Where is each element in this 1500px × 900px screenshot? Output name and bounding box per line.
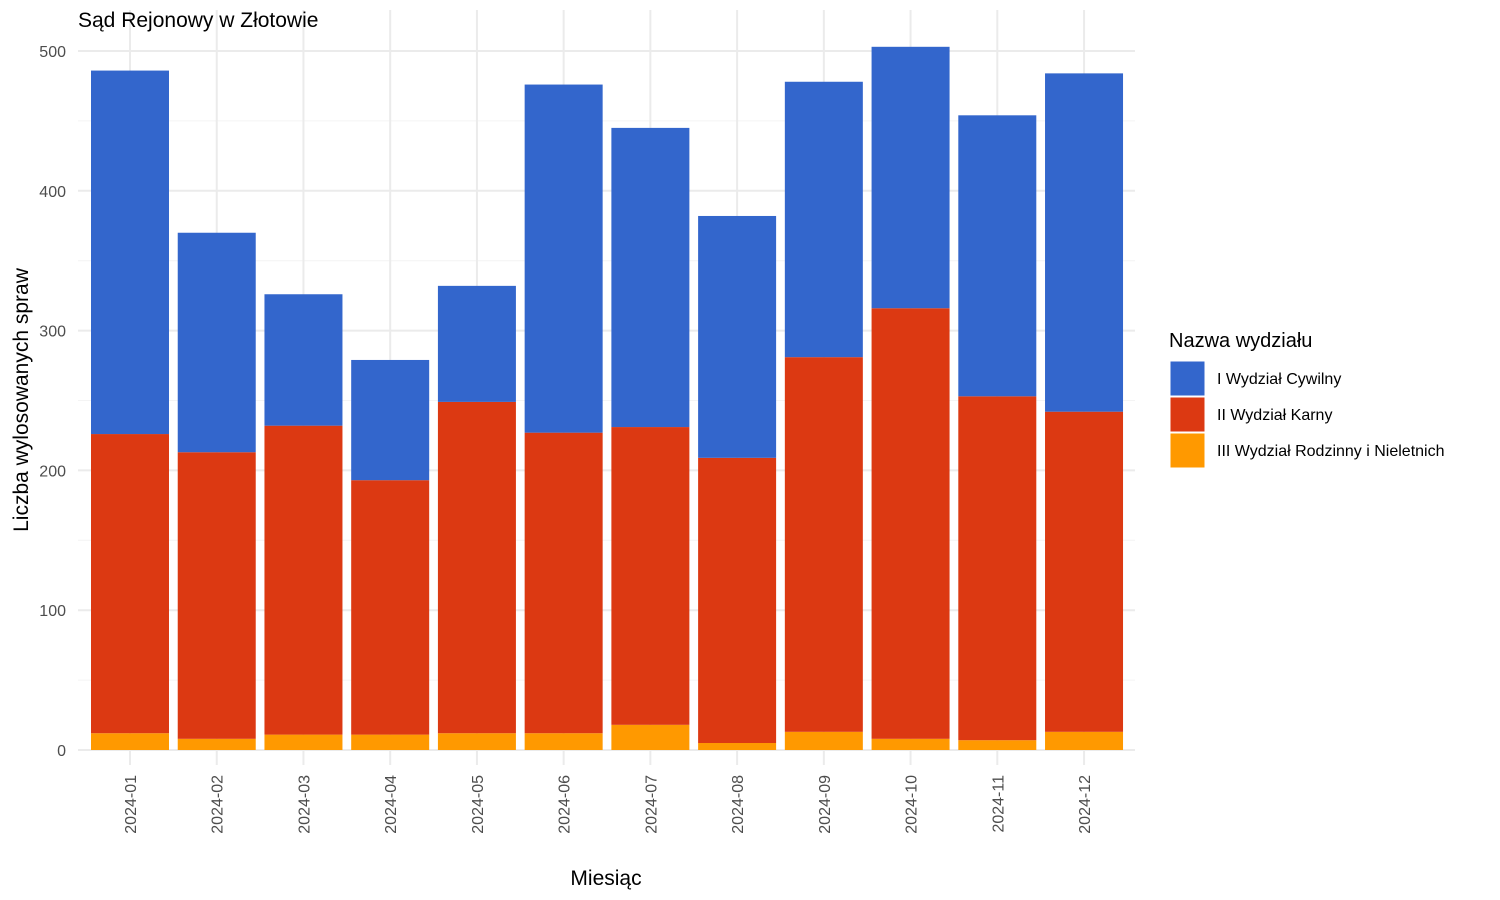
y-tick-label: 200 [39, 463, 66, 480]
x-tick-label: 2024-08 [730, 775, 747, 834]
bar-segment [698, 457, 777, 744]
bar-segment [351, 734, 430, 750]
x-tick-label: 2024-03 [296, 775, 313, 834]
legend-label: III Wydział Rodzinny i Nieletnich [1217, 443, 1445, 460]
bar-segment [177, 232, 256, 453]
x-axis-title: Miesiąc [570, 867, 641, 890]
legend: Nazwa wydziału I Wydział Cywilny II Wydzi… [1169, 330, 1445, 469]
x-tick-label: 2024-02 [210, 775, 227, 834]
legend-items: I Wydział Cywilny II Wydział Karny III Wyd… [1169, 360, 1445, 469]
bar-segment [351, 359, 430, 481]
x-tick-label: 2024-07 [643, 775, 660, 834]
bar-segment [1045, 731, 1124, 750]
x-axis-tick-labels: 2024-01 2024-02 2024-03 2024-04 2024-05 2024-… [123, 775, 1094, 834]
x-tick-label: 2024-11 [990, 775, 1007, 833]
bar-segment [784, 731, 863, 750]
y-axis-tick-labels: 0 100 200 300 400 500 [39, 44, 66, 760]
bar-segment [264, 734, 343, 750]
legend-label: II Wydział Karny [1217, 407, 1332, 424]
y-axis-title: Liczba wylosowanych spraw [10, 267, 33, 532]
bar-segment [784, 81, 863, 358]
bars [91, 46, 1124, 750]
x-tick-label: 2024-09 [817, 775, 834, 834]
bar-segment [958, 115, 1037, 397]
legend-swatch [1169, 360, 1206, 397]
bar-segment [1045, 411, 1124, 732]
bar-segment [611, 427, 690, 725]
x-tick-label: 2024-04 [383, 775, 400, 834]
bar-segment [611, 127, 690, 428]
bar-segment [177, 452, 256, 739]
chart-title: Sąd Rejonowy w Złotowie [78, 9, 318, 32]
bar-segment [351, 480, 430, 735]
bar-segment [1045, 73, 1124, 412]
legend-title: Nazwa wydziału [1169, 330, 1312, 352]
x-tick-label: 2024-12 [1077, 775, 1094, 834]
bar-segment [611, 724, 690, 750]
legend-swatch [1169, 432, 1206, 469]
bar-segment [958, 740, 1037, 750]
x-tick-label: 2024-01 [123, 775, 140, 834]
y-tick-label: 400 [39, 184, 66, 201]
x-tick-label: 2024-05 [470, 775, 487, 834]
y-tick-label: 500 [39, 44, 66, 61]
bar-segment [437, 733, 516, 750]
y-tick-label: 0 [57, 743, 66, 760]
bar-segment [177, 738, 256, 750]
bar-segment [524, 432, 603, 734]
legend-label: I Wydział Cywilny [1217, 371, 1341, 388]
bar-segment [871, 46, 950, 309]
bar-segment [437, 401, 516, 734]
x-tick-label: 2024-10 [904, 775, 921, 834]
x-tick-label: 2024-06 [557, 775, 574, 834]
bar-segment [91, 434, 169, 734]
bar-segment [958, 396, 1037, 741]
bar-segment [524, 84, 603, 433]
bar-segment [437, 285, 516, 402]
bar-segment [698, 215, 777, 458]
y-tick-label: 300 [39, 324, 66, 341]
bar-segment [871, 308, 950, 739]
bar-segment [784, 357, 863, 732]
y-tick-label: 100 [39, 603, 66, 620]
bar-segment [698, 743, 777, 750]
bar-segment [91, 70, 169, 435]
bar-segment [871, 738, 950, 750]
legend-swatch [1169, 396, 1206, 433]
bar-segment [264, 294, 343, 426]
bar-segment [264, 425, 343, 735]
bar-segment [524, 733, 603, 750]
bar-segment [91, 733, 169, 750]
